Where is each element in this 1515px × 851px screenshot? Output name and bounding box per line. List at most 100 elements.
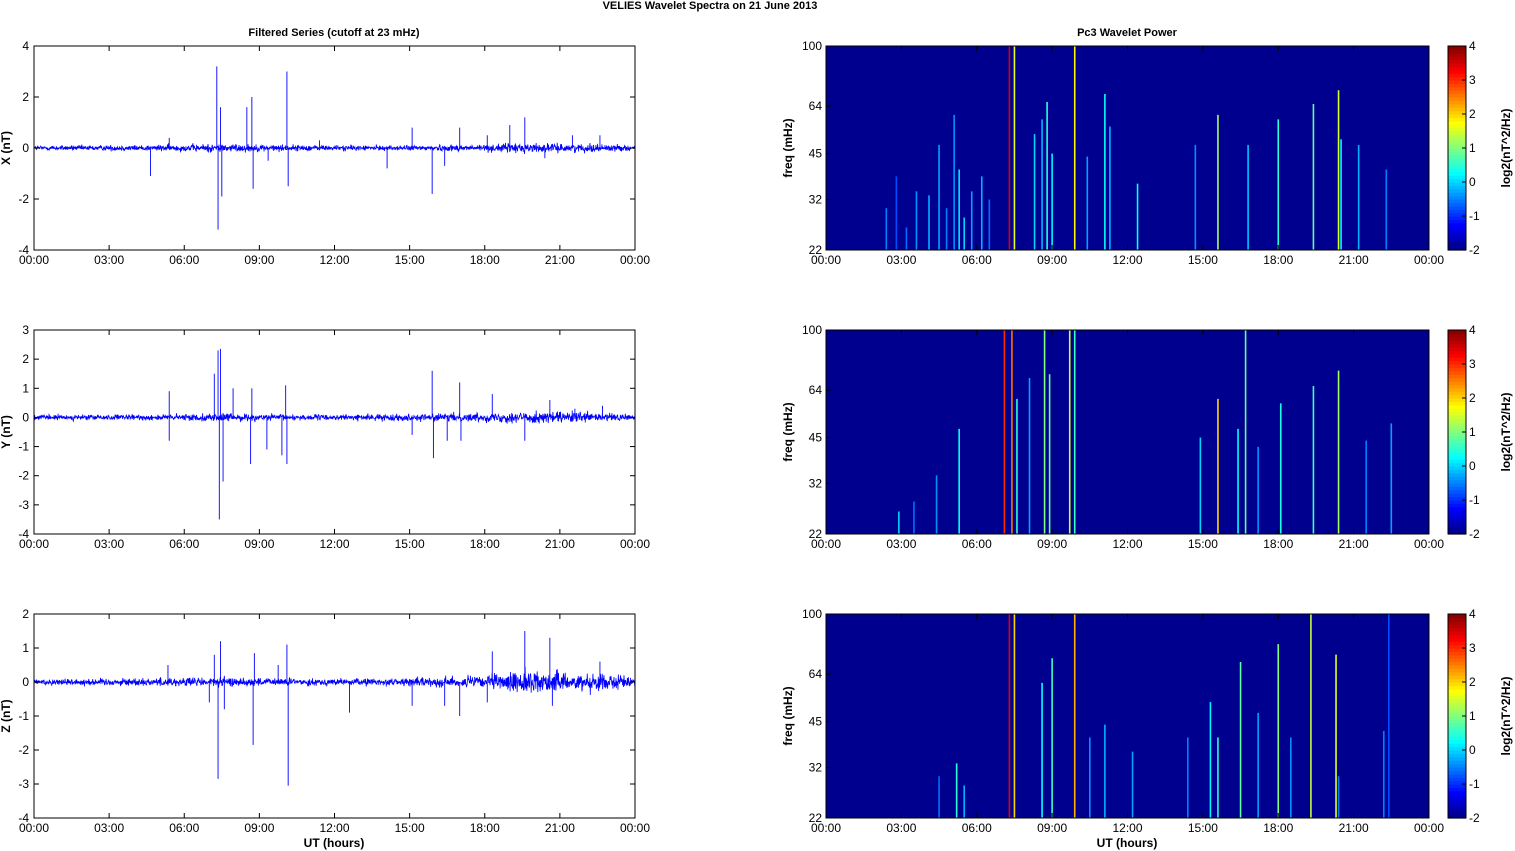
x-wavelet-colorbar-tick-label: 2 [1469, 107, 1476, 121]
z-wavelet-colorbar-segment [1448, 665, 1466, 669]
z-series-xtick-label: 21:00 [545, 821, 575, 835]
x-wavelet-colorbar-segment [1448, 66, 1466, 71]
z-wavelet-colorbar-segment [1448, 699, 1466, 703]
z-wavelet-colorbar-segment [1448, 688, 1466, 693]
z-wavelet-colorbar-segment [1448, 814, 1466, 819]
x-wavelet-colorbar-segment [1448, 52, 1466, 57]
z-wavelet-colorbar-segment [1448, 648, 1466, 652]
y-series-ytick-label: 0 [22, 410, 29, 424]
x-wavelet-xtick-label: 09:00 [1037, 253, 1067, 267]
z-wavelet-colorbar-segment [1448, 668, 1466, 673]
y-wavelet-ytick-label: 64 [809, 383, 823, 397]
z-wavelet-colorbar-segment [1448, 753, 1466, 758]
y-wavelet-colorbar-segment [1448, 428, 1466, 433]
z-wavelet-colorbar-segment [1448, 726, 1466, 731]
z-wavelet-xtick-label: 09:00 [1037, 821, 1067, 835]
y-wavelet-colorbar-segment [1448, 408, 1466, 413]
y-wavelet-colorbar-segment [1448, 496, 1466, 501]
y-wavelet-ytick-label: 22 [809, 527, 823, 541]
z-wavelet-colorbar-segment [1448, 780, 1466, 785]
z-wavelet-xtick-label: 03:00 [886, 821, 916, 835]
y-wavelet-colorbar-segment [1448, 486, 1466, 491]
y-wavelet-plot-area [826, 330, 1429, 534]
y-series-ytick-label: 1 [22, 381, 29, 395]
z-wavelet-xtick-label: 21:00 [1339, 821, 1369, 835]
z-wavelet-colorbar-segment [1448, 746, 1466, 751]
z-wavelet-colorbar-segment [1448, 685, 1466, 690]
x-wavelet-colorbar-segment [1448, 188, 1466, 193]
x-wavelet-colorbar-segment [1448, 124, 1466, 129]
y-wavelet-xtick-label: 12:00 [1112, 537, 1142, 551]
y-wavelet-colorbar-tick-label: 4 [1469, 323, 1476, 337]
z-wavelet-colorbar-segment [1448, 716, 1466, 720]
z-wavelet-colorbar-segment [1448, 624, 1466, 629]
x-wavelet-colorbar-tick-label: 0 [1469, 175, 1476, 189]
z-wavelet-colorbar-segment [1448, 705, 1466, 710]
z-wavelet-colorbar-segment [1448, 620, 1466, 625]
y-wavelet-colorbar-segment [1448, 459, 1466, 464]
z-series-xtick-label: 12:00 [319, 821, 349, 835]
x-wavelet-colorbar-segment [1448, 165, 1466, 169]
y-series-plot-area [34, 330, 635, 534]
z-wavelet-colorbar-segment [1448, 641, 1466, 646]
z-wavelet-colorbar-segment [1448, 733, 1466, 737]
x-wavelet-xtick-label: 12:00 [1112, 253, 1142, 267]
y-wavelet-colorbar-segment [1448, 520, 1466, 525]
x-wavelet-colorbar-segment [1448, 171, 1466, 176]
y-wavelet-colorbar-segment [1448, 357, 1466, 362]
x-wavelet-colorbar-segment [1448, 195, 1466, 200]
x-wavelet-colorbar-segment [1448, 114, 1466, 118]
z-wavelet-colorbar-segment [1448, 760, 1466, 765]
y-series-xtick-label: 00:00 [620, 537, 650, 551]
y-wavelet-ytick-label: 45 [809, 431, 823, 445]
y-wavelet-colorbar-segment [1448, 401, 1466, 406]
x-wavelet-colorbar-segment [1448, 86, 1466, 91]
y-wavelet-xtick-label: 09:00 [1037, 537, 1067, 551]
x-wavelet-colorbar-segment [1448, 100, 1466, 105]
y-wavelet-colorbar-segment [1448, 442, 1466, 447]
y-series-xtick-label: 00:00 [19, 537, 49, 551]
x-wavelet-colorbar-tick-label: 4 [1469, 39, 1476, 53]
y-wavelet-colorbar-tick-label: 2 [1469, 391, 1476, 405]
z-wavelet-colorbar-segment [1448, 719, 1466, 724]
y-wavelet-colorbar-segment [1448, 384, 1466, 389]
x-series-xtick-label: 06:00 [169, 253, 199, 267]
z-wavelet-colorbar-segment [1448, 811, 1466, 816]
x-series-xtick-label: 18:00 [470, 253, 500, 267]
x-wavelet-xtick-label: 00:00 [1414, 253, 1444, 267]
x-wavelet-colorbar-segment [1448, 182, 1466, 186]
x-wavelet-ylabel: freq (mHz) [781, 118, 795, 177]
z-wavelet-colorbar-tick-label: 0 [1469, 743, 1476, 757]
z-series-ytick-label: 1 [22, 641, 29, 655]
z-wavelet-colorbar-segment [1448, 784, 1466, 788]
x-wavelet-colorbar-segment [1448, 168, 1466, 173]
z-wavelet-ytick-label: 64 [809, 667, 823, 681]
y-wavelet-colorbar-segment [1448, 479, 1466, 484]
x-wavelet-colorbar-tick-label: -1 [1469, 209, 1480, 223]
x-wavelet-colorbar-segment [1448, 222, 1466, 227]
x-wavelet-colorbar-segment [1448, 117, 1466, 122]
z-series-ytick-label: 2 [22, 607, 29, 621]
x-series-ytick-label: 0 [22, 141, 29, 155]
z-wavelet-colorbar-tick-label: 2 [1469, 675, 1476, 689]
x-wavelet-colorbar-segment [1448, 178, 1466, 183]
x-wavelet-colorbar-segment [1448, 107, 1466, 112]
x-wavelet-colorbar-segment [1448, 202, 1466, 207]
y-series-ytick-label: -2 [18, 469, 29, 483]
y-wavelet-colorbar-segment [1448, 530, 1466, 535]
z-series-ytick-label: -2 [18, 743, 29, 757]
x-wavelet-colorbar-segment [1448, 199, 1466, 203]
z-wavelet-colorbar-segment [1448, 794, 1466, 799]
y-wavelet-colorbar-segment [1448, 503, 1466, 508]
z-series-xtick-label: 03:00 [94, 821, 124, 835]
z-wavelet-colorbar-segment [1448, 773, 1466, 778]
y-wavelet-colorbar-segment [1448, 370, 1466, 375]
x-series-xtick-label: 21:00 [545, 253, 575, 267]
y-wavelet-colorbar-segment [1448, 330, 1466, 334]
x-wavelet-colorbar-segment [1448, 127, 1466, 132]
y-wavelet-colorbar-segment [1448, 432, 1466, 436]
z-wavelet-colorbar-segment [1448, 750, 1466, 754]
y-wavelet-colorbar-label: log2(nT^2/Hz) [1499, 392, 1513, 471]
